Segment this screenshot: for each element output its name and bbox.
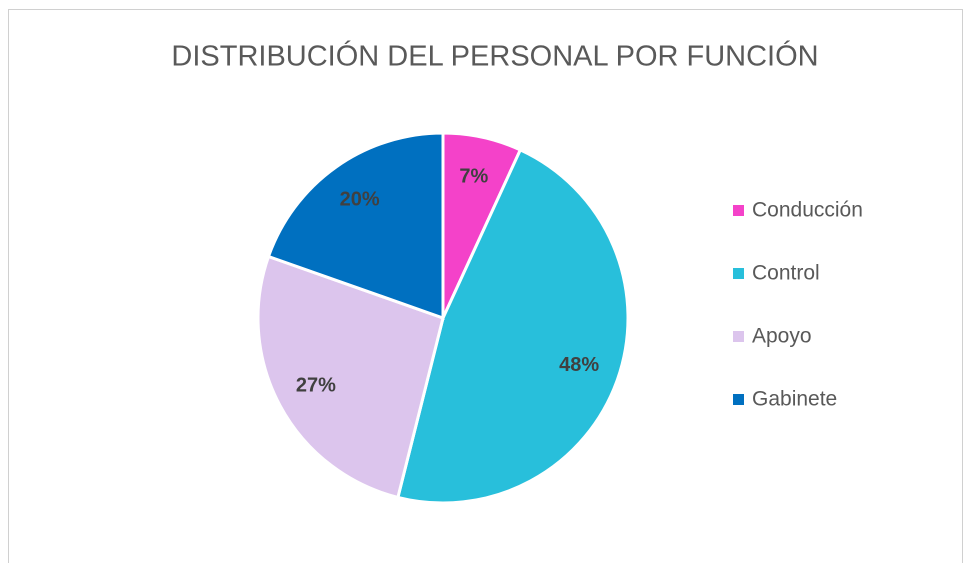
legend-swatch (733, 205, 744, 216)
legend-swatch (733, 268, 744, 279)
legend-text: Apoyo (752, 325, 812, 348)
legend-text: Gabinete (752, 388, 837, 411)
legend-text: Control (752, 262, 820, 285)
value-label: 20% (340, 189, 380, 211)
legend-swatch (733, 394, 744, 405)
pie-slice (266, 131, 445, 321)
value-label: 48% (559, 354, 599, 376)
legend-swatch (733, 331, 744, 342)
legend-text: Conducción (752, 199, 863, 222)
chart-title: DISTRIBUCIÓN DEL PERSONAL POR FUNCIÓN (171, 40, 818, 73)
value-label: 7% (459, 165, 488, 187)
value-label: 27% (296, 375, 336, 397)
pie-slice (256, 254, 445, 500)
pie-slice (396, 147, 630, 505)
